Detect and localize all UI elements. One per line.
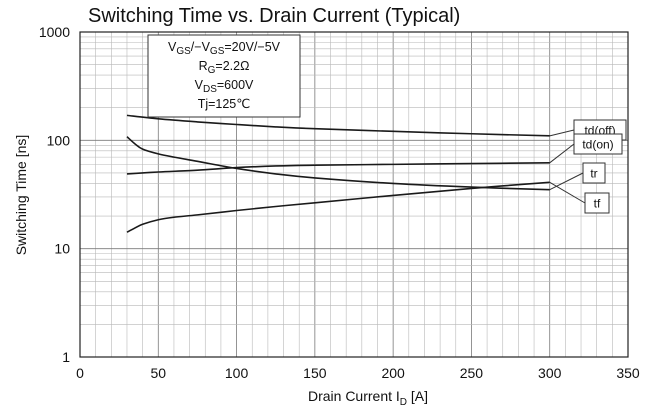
- x-tick-label: 150: [303, 365, 327, 381]
- chart-title: Switching Time vs. Drain Current (Typica…: [88, 5, 460, 27]
- series-label-td-on: td(on): [582, 138, 613, 152]
- condition-text: =2.2Ω: [215, 59, 249, 73]
- condition-text: =20V/−5V: [224, 40, 280, 54]
- curves: [126, 114, 550, 233]
- y-axis-label: Switching Time [ns]: [13, 135, 29, 256]
- x-axis-label-subscript: D: [400, 397, 407, 408]
- condition-line: VGS/−VGS=20V/−5V: [168, 40, 281, 57]
- leader-line-td-off: [549, 129, 575, 137]
- series-line-td-off: [126, 114, 550, 137]
- x-tick-label: 250: [460, 365, 484, 381]
- x-tick-label: 300: [538, 365, 562, 381]
- y-tick-labels: 1 10 100 1000: [39, 24, 70, 365]
- x-tick-labels: 0 50 100 150 200 250 300 350: [76, 365, 640, 381]
- series-label-tf: tf: [594, 197, 601, 211]
- condition-subscript: G: [208, 65, 216, 76]
- condition-subscript: DS: [203, 84, 217, 95]
- y-tick-label: 1: [62, 349, 70, 365]
- y-tick-label: 100: [47, 132, 71, 148]
- condition-line: VDS=600V: [195, 78, 254, 95]
- x-axis-label-main: Drain Current I: [308, 388, 400, 404]
- x-tick-label: 0: [76, 365, 84, 381]
- x-axis-label-unit: [A]: [407, 388, 428, 404]
- series-label-tr: tr: [590, 167, 597, 181]
- x-tick-label: 100: [225, 365, 249, 381]
- plot-frame: [79, 31, 629, 358]
- condition-text: V: [195, 78, 204, 92]
- leader-line-tf: [549, 181, 586, 204]
- condition-text: =600V: [217, 78, 254, 92]
- series-line-td-on: [126, 162, 550, 175]
- x-axis-label: Drain Current ID [A]: [308, 388, 428, 408]
- condition-subscript: GS: [210, 46, 225, 57]
- x-tick-label: 200: [381, 365, 405, 381]
- x-tick-label: 50: [150, 365, 166, 381]
- conditions-box-frame: [147, 34, 301, 118]
- condition-text: V: [168, 40, 177, 54]
- series-label-box-tr: [582, 162, 606, 184]
- leader-line-td-on: [549, 143, 575, 164]
- x-tick-label: 350: [616, 365, 640, 381]
- leader-line-tr: [549, 172, 584, 191]
- condition-line: RG=2.2Ω: [199, 59, 250, 76]
- series-label-box-tf: [584, 192, 610, 214]
- condition-text: Tj=125℃: [198, 97, 251, 111]
- condition-line: Tj=125℃: [198, 97, 251, 111]
- y-tick-label: 1000: [39, 24, 70, 40]
- condition-text: /−V: [191, 40, 211, 54]
- condition-subscript: GS: [176, 46, 191, 57]
- condition-text: R: [199, 59, 208, 73]
- y-tick-label: 10: [54, 241, 70, 257]
- series-line-tr: [126, 136, 550, 191]
- series-line-tf: [126, 181, 550, 233]
- series-label-box-td-on: [573, 133, 623, 155]
